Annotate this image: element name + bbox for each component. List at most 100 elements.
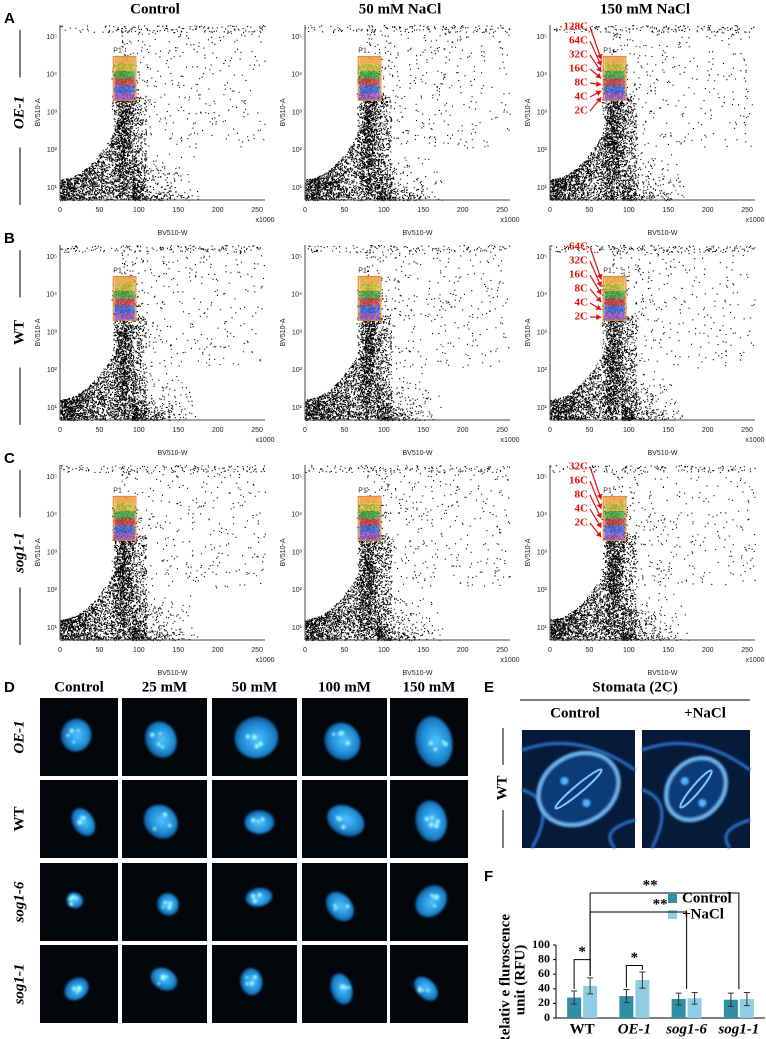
- chromocenter: [252, 975, 258, 980]
- x-tick-label: 0: [58, 427, 62, 434]
- chromocenter: [72, 740, 75, 744]
- chromocenter: [337, 817, 341, 821]
- gate: [602, 55, 627, 101]
- nucleus: [560, 777, 569, 785]
- nucleus: [71, 808, 96, 837]
- pore: [554, 768, 603, 810]
- y-tick-label: 10⁵: [536, 474, 547, 481]
- significance-label: **: [653, 896, 668, 912]
- x-tick-label: 250: [251, 647, 263, 654]
- gate-band: [114, 71, 135, 79]
- nucleus: [157, 893, 179, 916]
- chromocenter: [245, 734, 250, 739]
- y-tick-label: 10²: [537, 367, 548, 374]
- y-tick-label: 10⁴: [536, 72, 547, 79]
- gate-band: [114, 496, 135, 504]
- x-tick-label: 200: [212, 427, 224, 434]
- significance-bracket: [625, 964, 643, 988]
- gate-label: P1: [113, 267, 122, 274]
- error-bar: [587, 977, 594, 995]
- chromocenter: [433, 904, 437, 908]
- bar: [619, 996, 634, 1018]
- gate-label: P1: [603, 47, 612, 54]
- y-tick-label: 10³: [292, 549, 303, 556]
- legend-swatch: [668, 910, 677, 919]
- x-tick-label: 200: [457, 647, 469, 654]
- ploidy-label: 16C: [569, 63, 588, 75]
- gate-band: [359, 291, 380, 299]
- x-tick-label: 250: [741, 647, 753, 654]
- bar: [671, 999, 686, 1018]
- error-bar: [675, 992, 682, 1006]
- y-tick-label: 10³: [47, 549, 58, 556]
- chromocenter: [80, 816, 84, 820]
- y-tick-label: 100: [532, 937, 550, 951]
- y-tick-label: 10¹: [47, 625, 58, 632]
- chromocenter: [160, 974, 166, 979]
- x-axis-label: BV510-W: [158, 670, 188, 677]
- chromocenter: [345, 740, 351, 746]
- y-tick-label: 10¹: [292, 625, 303, 632]
- scatter-events: [305, 245, 511, 422]
- y-tick-label: 10⁵: [536, 254, 547, 261]
- y-tick-label: 10⁵: [536, 34, 547, 41]
- gate-band: [359, 525, 380, 533]
- chromocenter: [347, 986, 351, 989]
- bar: [583, 985, 598, 1018]
- x-multiplier: x1000: [255, 437, 274, 444]
- gate-label: P1: [113, 487, 122, 494]
- y-tick-label: 10⁴: [291, 72, 302, 79]
- gate-band: [359, 511, 380, 519]
- nucleus: [698, 799, 707, 807]
- row-label: WT: [11, 320, 27, 345]
- gate-band: [359, 496, 380, 504]
- x-multiplier: x1000: [745, 437, 764, 444]
- nucleus: [413, 976, 438, 1001]
- x-tick-label: sog1-1: [717, 1021, 759, 1037]
- gate: [112, 275, 137, 321]
- gate-label: P1: [358, 47, 367, 54]
- chromocenter: [160, 745, 165, 749]
- x-tick-label: 50: [96, 207, 104, 214]
- chromocenter: [333, 908, 337, 911]
- gate-band: [604, 503, 625, 512]
- nucleus: [415, 716, 453, 767]
- gate-band: [604, 518, 625, 526]
- x-tick-label: 0: [58, 207, 62, 214]
- x-tick-label: 150: [417, 207, 429, 214]
- gate-band: [604, 291, 625, 299]
- x-tick-label: 200: [702, 427, 714, 434]
- x-tick-label: 50: [586, 647, 594, 654]
- gate-band: [359, 92, 380, 101]
- nucleus: [245, 887, 273, 907]
- gate-band: [604, 298, 625, 306]
- gate: [112, 55, 137, 101]
- y-axis-label: unit (RFU): [512, 945, 528, 1015]
- chromocenter: [153, 827, 157, 831]
- chromocenter: [435, 819, 441, 824]
- x-tick-label: 100: [623, 647, 635, 654]
- x-tick-label: 50: [96, 647, 104, 654]
- chromocenter: [341, 824, 346, 830]
- nucleus: [326, 804, 365, 837]
- y-tick-label: 10¹: [537, 185, 548, 192]
- arrow-head: [596, 503, 603, 509]
- chromocenter: [254, 743, 260, 749]
- gate-band: [359, 503, 380, 512]
- column-header: 25 mM: [142, 679, 187, 695]
- nucleus: [680, 777, 689, 785]
- gate-band: [604, 92, 625, 101]
- y-tick-label: 10⁵: [291, 474, 302, 481]
- chromocenter: [338, 731, 342, 736]
- x-axis-label: BV510-W: [648, 230, 678, 237]
- legend-swatch: [668, 894, 677, 903]
- chromocenter: [443, 741, 448, 747]
- error-bar: [623, 989, 630, 1004]
- panel-letter: D: [4, 679, 15, 696]
- y-tick-label: 10⁵: [291, 254, 302, 261]
- x-tick-label: 50: [341, 207, 349, 214]
- y-axis-label: Relativ e fluroscence: [497, 914, 513, 1039]
- nucleus: [330, 973, 353, 1005]
- y-tick-label: 10¹: [292, 185, 303, 192]
